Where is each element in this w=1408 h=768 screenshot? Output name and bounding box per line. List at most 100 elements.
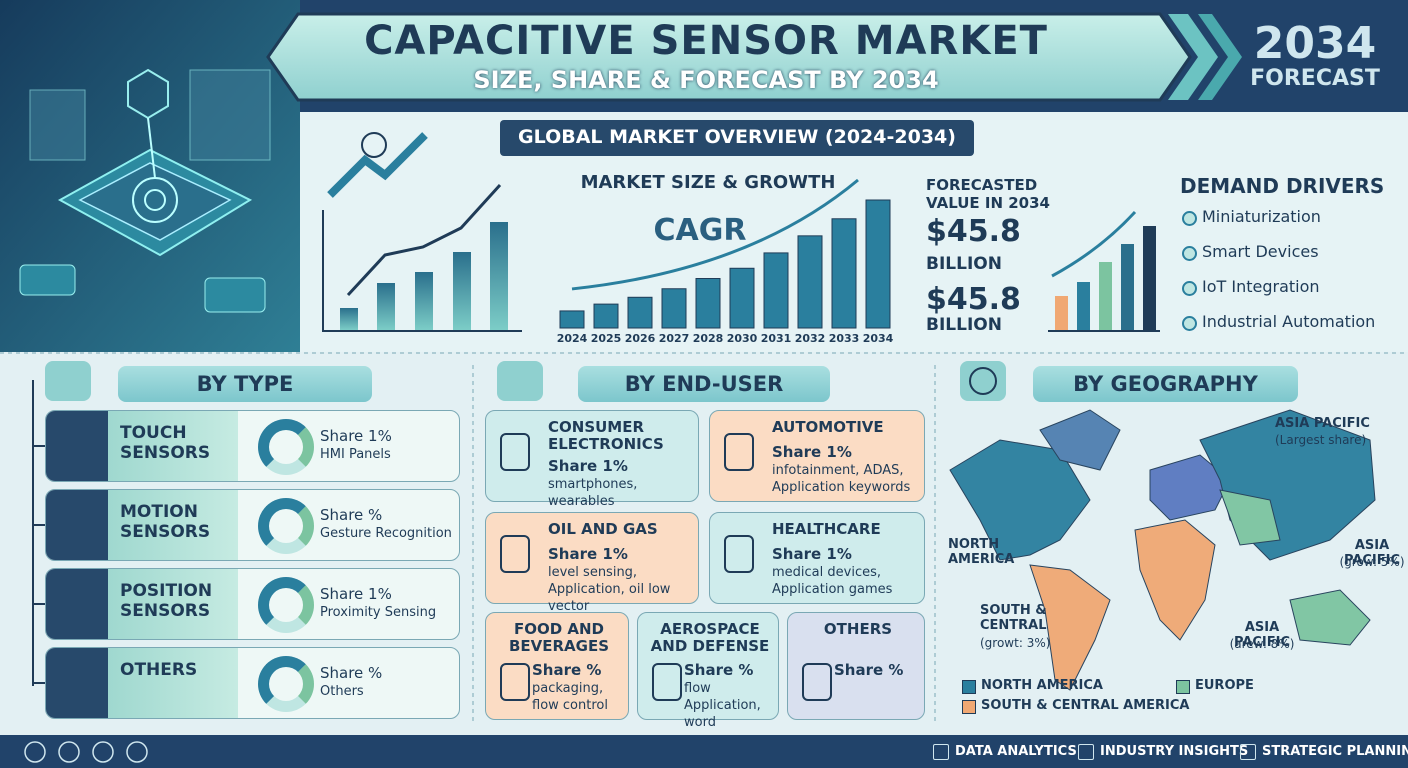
type-icon-box — [46, 490, 108, 560]
type-title: BY TYPE — [118, 366, 372, 402]
overview-title: GLOBAL MARKET OVERVIEW (2024-2034) — [518, 126, 956, 148]
legend-label: NORTH AMERICA — [981, 678, 1103, 693]
connector — [33, 682, 45, 684]
geo-label: ASIA PACIFIC — [1233, 620, 1291, 650]
x-tick-label: 2030 — [727, 332, 758, 345]
market-chart: MARKET SIZE & GROWTH CAGR 2024 2025 2026 2027… — [557, 172, 894, 345]
type-name-box — [108, 490, 238, 560]
footer-item: STRATEGIC PLANNING — [1262, 744, 1408, 759]
geo-note: (growt: 3%) — [980, 636, 1051, 650]
chart-title: MARKET SIZE & GROWTH — [581, 172, 836, 193]
end-user-name: HEALTHCARE — [772, 520, 881, 538]
x-tick-label: 2028 — [693, 332, 724, 345]
x-tick-label: 2026 — [625, 332, 656, 345]
title: CAPACITIVE SENSOR MARKET — [364, 18, 1048, 64]
connector — [33, 524, 45, 526]
x-tick-label: 2033 — [829, 332, 860, 345]
driver-item: IoT Integration — [1202, 277, 1320, 296]
end-user-share: Share % — [532, 661, 602, 679]
end-user-icon — [500, 433, 530, 471]
end-user-icon — [724, 535, 754, 573]
type-name: TOUCH SENSORS — [120, 423, 211, 463]
forecast-label: FORECASTED VALUE IN 2034 — [926, 176, 1050, 212]
bar — [831, 218, 857, 329]
geo-label: ASIA PACIFIC — [1343, 538, 1401, 568]
end-user-share: Share % — [684, 661, 754, 679]
geo-note: (Largest share) — [1275, 433, 1367, 447]
type-name-box — [108, 569, 238, 639]
footer-icon — [933, 744, 949, 760]
type-desc: Proximity Sensing — [320, 605, 437, 620]
driver-item: Industrial Automation — [1202, 312, 1376, 331]
legend-swatch — [962, 680, 976, 694]
badge-label: FORECAST — [1250, 66, 1380, 91]
end-user-share: Share 1% — [548, 457, 628, 475]
end-user-name: AUTOMOTIVE — [772, 418, 884, 436]
x-tick-label: 2027 — [659, 332, 690, 345]
type-share: Share 1% — [320, 427, 392, 445]
footer-item: INDUSTRY INSIGHTS — [1100, 744, 1249, 759]
end-user-card: AEROSPACE AND DEFENSE Share % flow Applica… — [637, 612, 779, 730]
x-tick-label: 2024 — [557, 332, 588, 345]
chart-label: CAGR — [654, 213, 747, 248]
end-user-name: FOOD AND BEVERAGES — [508, 620, 610, 655]
type-name: POSITION SENSORS — [120, 581, 213, 621]
driver-bullet — [1182, 316, 1197, 331]
end-user-icon — [500, 535, 530, 573]
end-user-desc: flow Application, word — [684, 681, 761, 730]
bar — [661, 288, 687, 329]
end-user-share: Share % — [834, 661, 904, 679]
connector — [33, 603, 45, 605]
end-user-desc: level sensing, Application, oil low vect… — [548, 565, 671, 614]
geography-title: BY GEOGRAPHY — [1033, 366, 1298, 402]
geo-label: ASIA PACIFIC — [1275, 416, 1370, 431]
type-share: Share 1% — [320, 585, 392, 603]
donut — [258, 656, 314, 712]
end-user-icon — [500, 663, 530, 701]
end-user-name: CONSUMER ELECTRONICS — [548, 418, 664, 453]
type-share: Share % — [320, 506, 383, 524]
end-user-name: OIL AND GAS — [548, 520, 658, 538]
driver-bullet — [1182, 281, 1197, 296]
end-user-desc: infotainment, ADAS, Application keywords — [772, 463, 911, 495]
end-user-card: FOOD AND BEVERAGES Share % packaging, flow… — [485, 612, 629, 720]
end-user-name: AEROSPACE AND DEFENSE — [650, 620, 770, 655]
end-user-card: HEALTHCARE Share 1% medical devices, Appli… — [709, 512, 925, 604]
end-user-icon — [724, 433, 754, 471]
type-icon-box — [46, 411, 108, 481]
bar — [865, 199, 891, 329]
end-user-name: OTHERS — [823, 620, 893, 638]
end-user-card: CONSUMER ELECTRONICS Share 1% smartphones,… — [485, 410, 699, 509]
bar — [729, 267, 755, 329]
bar — [627, 296, 653, 329]
type-icon-box — [46, 569, 108, 639]
type-desc: Others — [320, 684, 364, 699]
connector — [33, 445, 45, 447]
type-card: TOUCH SENSORS Share 1% HMI Panels — [45, 410, 460, 482]
type-name-box — [108, 648, 238, 718]
geo-note: (grow: 5%) — [1339, 555, 1405, 569]
forecast-value: $45.8 — [926, 214, 1021, 249]
type-card: OTHERS Share % Others — [45, 647, 460, 719]
x-tick-label: 2034 — [863, 332, 894, 345]
end-user-desc: packaging, flow control — [532, 681, 608, 713]
end-user-card: OTHERS Share % — [787, 612, 925, 720]
bar — [559, 310, 585, 329]
x-tick-label: 2031 — [761, 332, 792, 345]
forecast-unit: BILLION — [926, 254, 1002, 274]
type-desc: Gesture Recognition — [320, 526, 452, 541]
geo-label: SOUTH & CENTRAL — [980, 603, 1047, 633]
end-user-desc: smartphones, wearables — [548, 477, 638, 509]
badge-year: 2034 — [1253, 18, 1377, 69]
type-icon-box — [46, 648, 108, 718]
end-user-share: Share 1% — [772, 443, 852, 461]
end-user-card: AUTOMOTIVE Share 1% infotainment, ADAS, Ap… — [709, 410, 925, 502]
driver-bullet — [1182, 246, 1197, 261]
legend-swatch — [1176, 680, 1190, 694]
bar — [797, 235, 823, 329]
bar — [695, 278, 721, 329]
bar — [763, 252, 789, 329]
type-desc: HMI Panels — [320, 447, 391, 462]
legend-label: EUROPE — [1195, 678, 1254, 693]
